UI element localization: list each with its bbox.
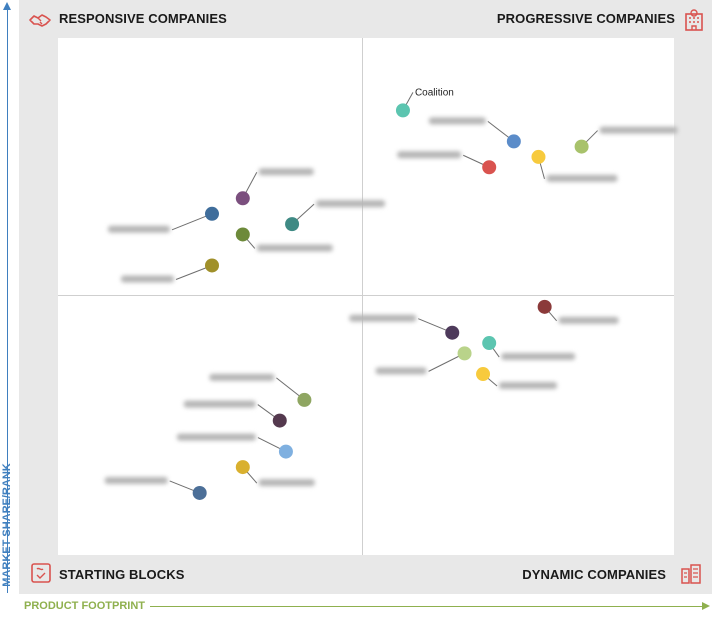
- point-label-blurred: [176, 433, 256, 441]
- point-label-blurred: [258, 479, 315, 487]
- point-label-blurred: [349, 314, 417, 322]
- x-axis-arrow: [702, 602, 710, 610]
- point-label-blurred: [599, 126, 678, 134]
- data-point[interactable]: [482, 336, 497, 351]
- quadrant-divider-vertical: [362, 38, 363, 555]
- quadrant-title-dynamic: DYNAMIC COMPANIES: [522, 567, 666, 582]
- point-label-blurred: [104, 476, 168, 484]
- point-label-blurred: [397, 151, 462, 159]
- data-point[interactable]: [457, 346, 472, 361]
- data-point[interactable]: [531, 149, 546, 164]
- point-label-blurred: [121, 275, 174, 283]
- data-point[interactable]: [235, 460, 250, 475]
- quadrant-title-responsive: RESPONSIVE COMPANIES: [59, 11, 227, 26]
- data-point[interactable]: [574, 139, 589, 154]
- y-axis-arrow: [3, 2, 11, 10]
- handshake-icon: [29, 14, 51, 27]
- point-label: Coalition: [415, 87, 454, 98]
- point-label-blurred: [183, 400, 256, 408]
- point-label-blurred: [499, 382, 558, 390]
- point-label-blurred: [258, 168, 314, 176]
- x-axis-label: PRODUCT FOOTPRINT: [24, 600, 145, 612]
- point-connector: [171, 213, 213, 231]
- data-point[interactable]: [506, 134, 521, 149]
- point-label-blurred: [558, 316, 619, 324]
- quadrant-divider-horizontal: [58, 295, 674, 296]
- data-point[interactable]: [278, 444, 293, 459]
- data-point[interactable]: [476, 367, 491, 382]
- x-axis-line: [150, 606, 702, 607]
- building-icon: [685, 9, 703, 31]
- data-point[interactable]: [445, 325, 460, 340]
- city-icon: [681, 564, 701, 584]
- plot-area: [58, 38, 674, 555]
- data-point[interactable]: [235, 227, 250, 242]
- point-label-blurred: [375, 367, 427, 375]
- data-point[interactable]: [192, 485, 207, 500]
- point-label-blurred: [501, 353, 576, 361]
- point-label-blurred: [546, 174, 618, 182]
- data-point[interactable]: [537, 299, 552, 314]
- quadrant-title-starting-blocks: STARTING BLOCKS: [59, 567, 185, 582]
- puzzle-icon: [31, 563, 51, 583]
- point-label-blurred: [256, 244, 333, 252]
- data-point[interactable]: [205, 258, 219, 273]
- point-label-blurred: [428, 117, 486, 125]
- data-point[interactable]: [205, 206, 219, 221]
- data-point[interactable]: [482, 160, 497, 175]
- point-label-blurred: [108, 225, 170, 233]
- data-point[interactable]: [235, 191, 250, 206]
- point-label-blurred: [209, 373, 275, 381]
- data-point[interactable]: [272, 413, 287, 428]
- point-label-blurred: [316, 200, 386, 208]
- quadrant-title-progressive: PROGRESSIVE COMPANIES: [496, 11, 675, 26]
- data-point[interactable]: [285, 217, 300, 232]
- data-point[interactable]: [395, 103, 410, 118]
- y-axis-line: [7, 8, 8, 593]
- data-point[interactable]: [297, 392, 312, 407]
